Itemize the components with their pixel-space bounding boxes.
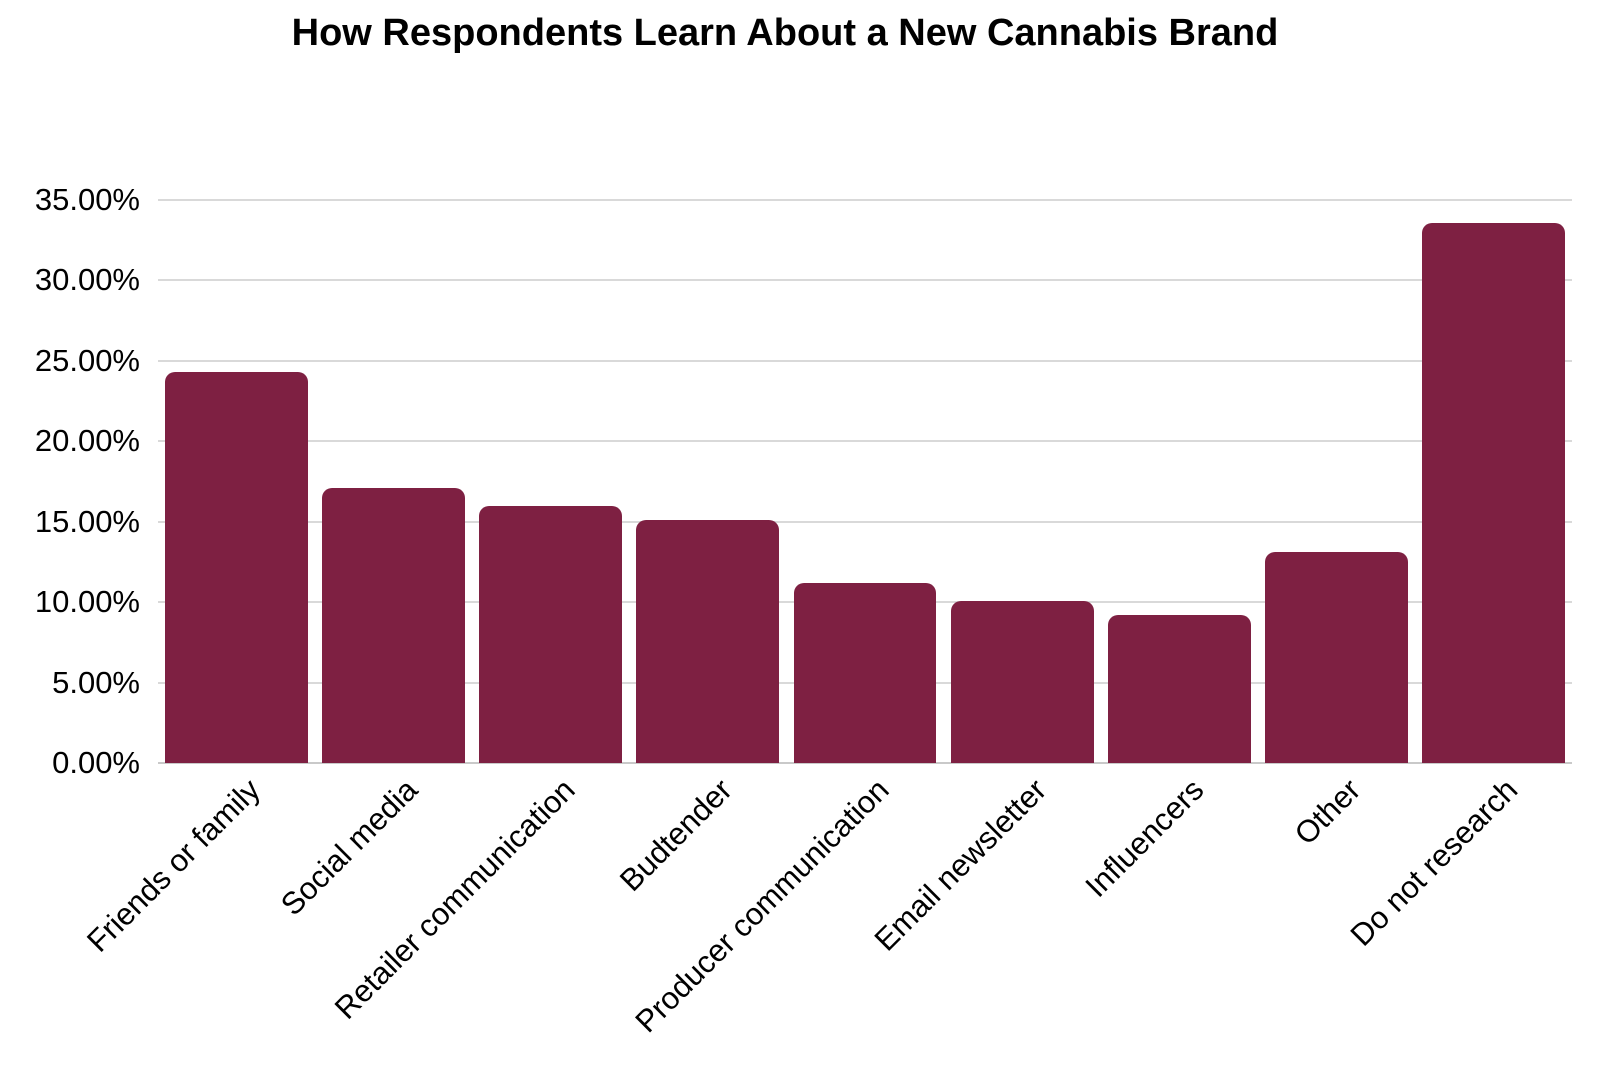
chart-title: How Respondents Learn About a New Cannab… [291,12,1279,54]
y-tick-label: 30.00% [34,262,140,298]
y-tick-label: 5.00% [52,664,140,700]
gridline [158,520,1572,523]
bar [793,582,937,763]
bar [165,372,309,763]
x-axis-line [158,762,1572,764]
plot-area [158,199,1572,764]
bar [479,505,623,763]
bar [636,520,780,763]
x-category-label: Producer communication [628,772,896,1040]
x-category-label: Other [1287,772,1368,852]
gridline [158,440,1572,443]
x-category-label: Friends or family [80,772,268,959]
bar [950,600,1094,763]
gridline [158,359,1572,362]
y-tick-label: 15.00% [34,503,140,539]
y-tick-label: 0.00% [52,745,140,780]
y-tick-label: 25.00% [34,342,140,378]
y-tick-label: 20.00% [34,423,140,459]
x-category-label: Social media [274,772,425,923]
bar [1421,222,1565,763]
gridline [158,199,1572,201]
x-category-label: Budtender [612,772,739,898]
bar [1264,552,1408,763]
x-category-label: Influencers [1078,772,1210,904]
x-category-label: Email newsletter [867,772,1053,958]
bar [1107,615,1251,763]
y-tick-label: 35.00% [34,182,140,217]
x-category-label: Do not research [1343,772,1525,953]
y-tick-label: 10.00% [34,584,140,620]
bars [158,200,1572,763]
bar [322,487,466,763]
gridline [158,279,1572,282]
